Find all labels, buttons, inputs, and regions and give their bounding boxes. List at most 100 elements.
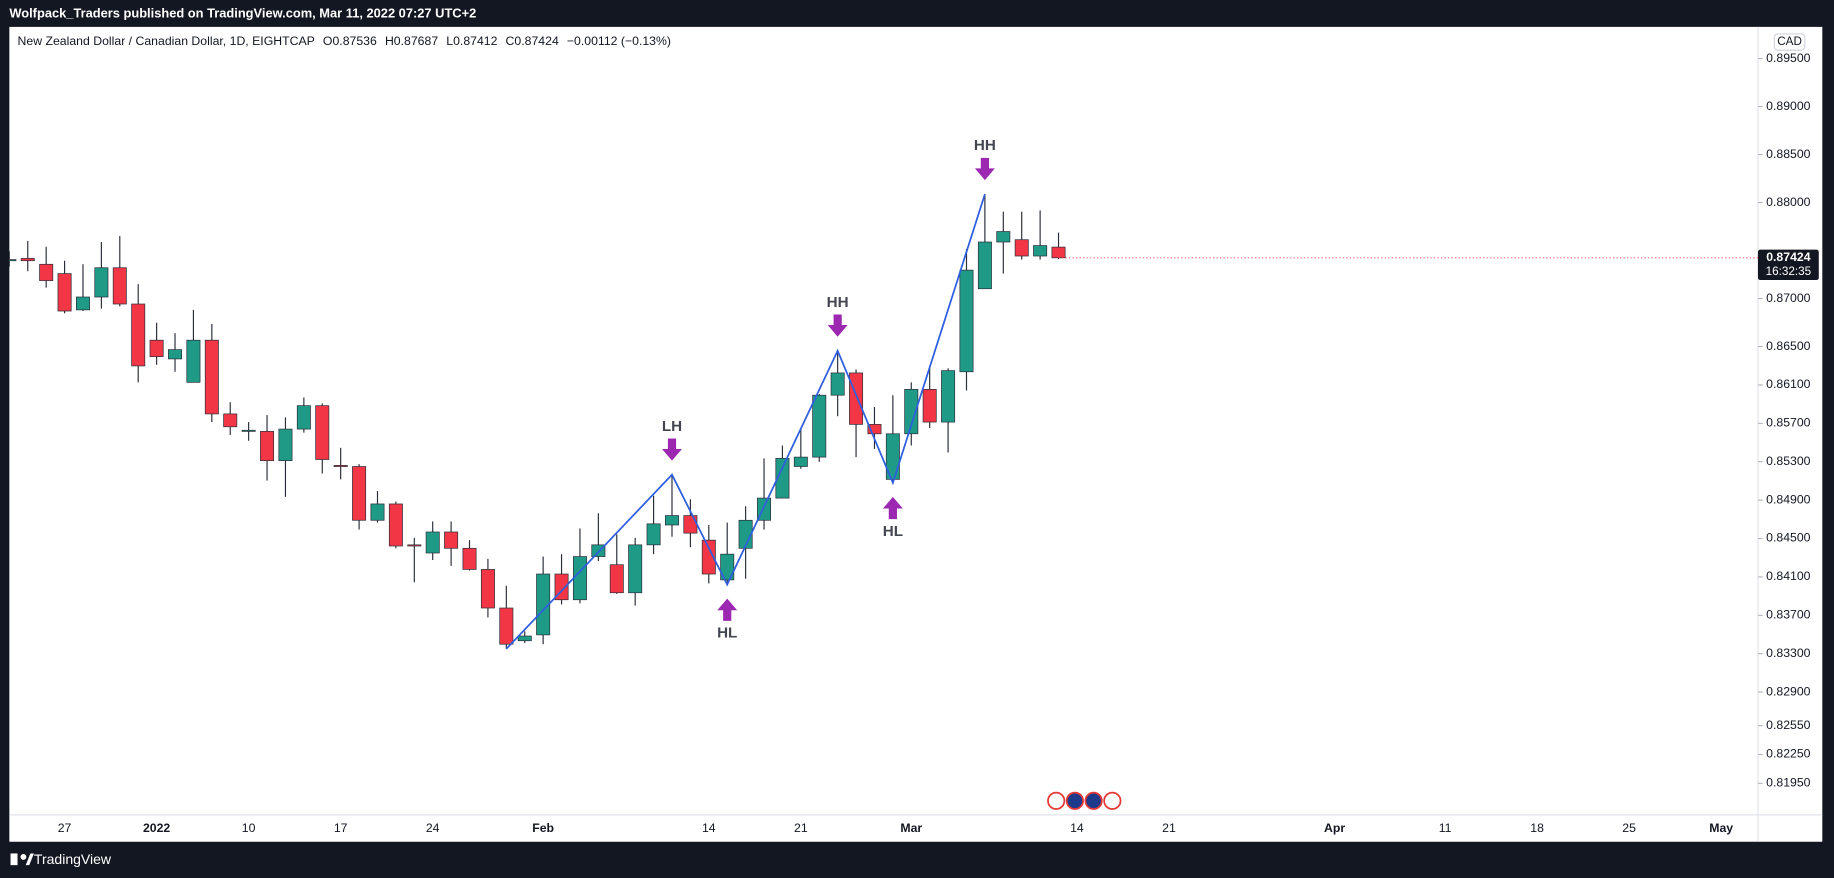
pivot-label: HL	[883, 523, 903, 540]
candle-body	[1051, 246, 1066, 259]
y-tick-label: 0.86100	[1766, 377, 1811, 391]
candle-body	[39, 263, 54, 281]
x-tick-label: 18	[1530, 821, 1544, 835]
y-tick-label: 0.88000	[1766, 195, 1811, 209]
candle-body	[223, 413, 238, 428]
candle-body	[665, 515, 679, 526]
candle-body	[646, 523, 661, 546]
candle-body	[591, 544, 606, 557]
countdown: 16:32:35	[1766, 265, 1812, 278]
candle-body	[94, 267, 109, 298]
x-tick-label: Mar	[900, 821, 922, 835]
y-tick-label: 0.83700	[1766, 608, 1811, 622]
y-tick-label: 0.87000	[1766, 291, 1811, 305]
open-value: 0.87536	[332, 34, 377, 48]
x-tick-label: 14	[702, 821, 716, 835]
candle-body	[296, 405, 311, 430]
candle-body	[149, 339, 164, 357]
pivot-label: HH	[974, 137, 996, 154]
candle-body	[186, 339, 201, 383]
y-tick-label: 0.88500	[1766, 147, 1811, 161]
x-tick-label: 17	[334, 821, 348, 835]
currency: CAD	[1777, 35, 1802, 48]
x-tick-label: 11	[1439, 821, 1452, 835]
plot	[9, 193, 1066, 650]
y-tick-label: 0.84900	[1766, 492, 1811, 506]
candle-body	[278, 428, 293, 462]
x-tick-label: 10	[242, 821, 256, 835]
candle-body	[922, 388, 937, 423]
candle-body	[352, 466, 367, 521]
pivot-label: HL	[717, 625, 737, 642]
candle-body	[204, 339, 219, 415]
candle-body	[720, 553, 735, 581]
candle-body	[388, 503, 403, 547]
candle-body	[333, 465, 348, 467]
candle-body	[885, 433, 900, 480]
candle-body	[683, 515, 698, 534]
y-tick-label: 0.85300	[1766, 454, 1811, 468]
candle-body	[57, 273, 72, 312]
pivot-arrow	[717, 598, 738, 621]
pivot-arrow	[827, 314, 848, 337]
y-tick-label: 0.83300	[1766, 646, 1811, 660]
legend: New Zealand Dollar / Canadian Dollar, 1D…	[18, 34, 671, 48]
candle-body	[499, 607, 514, 645]
y-tick-label: 0.89500	[1766, 51, 1811, 65]
x-tick-label: Apr	[1324, 821, 1345, 835]
y-tick-label: 0.84500	[1766, 531, 1811, 545]
x-tick-label: 14	[1070, 821, 1084, 835]
chart-area	[9, 26, 1823, 842]
candle-body	[407, 544, 422, 547]
x-tick-label: 21	[794, 821, 808, 835]
candle-body	[9, 259, 17, 262]
candle-body	[977, 241, 992, 290]
candle-body	[628, 544, 643, 594]
x-tick-label: May	[1709, 821, 1733, 835]
y-tick-label: 0.85700	[1766, 416, 1811, 430]
candle-body	[1033, 245, 1048, 257]
candle-body	[370, 503, 385, 521]
high-value: 0.87687	[394, 34, 439, 48]
ohlc-label: H	[385, 34, 394, 48]
change: −0.00112 (−0.13%)	[567, 34, 671, 48]
candle-body	[701, 539, 716, 575]
x-tick-label: 27	[58, 821, 72, 835]
pivot-arrow	[882, 496, 903, 520]
zigzag	[505, 193, 986, 650]
ohlc-label: L	[446, 34, 453, 48]
candle-body	[830, 372, 845, 396]
candle-body	[793, 456, 808, 467]
y-tick-label: 0.84100	[1766, 569, 1811, 583]
x-tick-label: 24	[426, 821, 440, 835]
close-value: 0.87424	[514, 34, 559, 48]
candle-body	[572, 556, 587, 601]
x-tick-label: 25	[1622, 821, 1636, 835]
candle-body	[131, 303, 146, 367]
y-tick-label: 0.81950	[1766, 776, 1811, 790]
candle-body	[1014, 239, 1029, 257]
pivot-label: HH	[827, 294, 849, 311]
ohlc-label: C	[506, 34, 515, 48]
candle-body	[112, 267, 127, 305]
price-label: 0.87424	[1766, 250, 1811, 264]
candle-body	[517, 635, 532, 642]
candle-body	[76, 296, 90, 311]
pivot-arrow	[974, 157, 995, 181]
candle-body	[315, 405, 330, 460]
event-icons	[1047, 791, 1122, 810]
candle-body	[867, 424, 882, 435]
candle-body	[20, 258, 35, 262]
footer-logo	[10, 853, 34, 866]
candle-body	[462, 547, 477, 570]
x-tick-label: 2022	[143, 821, 170, 835]
candle-body	[775, 458, 790, 499]
y-tick-label: 0.86500	[1766, 339, 1811, 353]
candle-body	[444, 531, 459, 549]
footer-brand: TradingView	[34, 851, 112, 867]
candle-body	[849, 372, 864, 425]
publisher: Wolfpack_Traders published on TradingVie…	[9, 5, 476, 20]
y-tick-label: 0.82900	[1766, 684, 1811, 698]
candle-body	[904, 388, 919, 435]
